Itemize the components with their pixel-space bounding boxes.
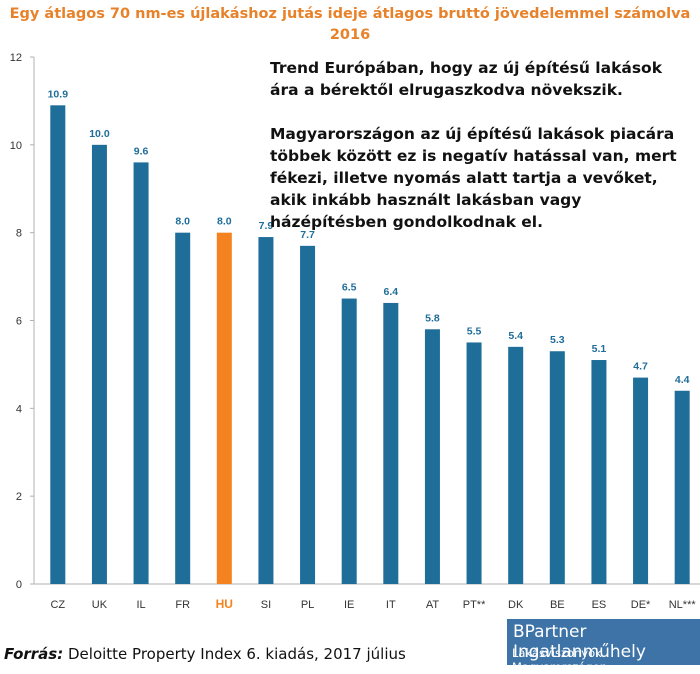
bar-si — [258, 237, 274, 584]
bar-de — [633, 377, 649, 584]
x-tick-label: IE — [344, 599, 354, 611]
bar-pl — [300, 245, 316, 584]
x-tick-label: SI — [261, 599, 271, 611]
logo-line1: BPartner Ingatlanműhely — [513, 622, 646, 662]
x-tick-label: IL — [136, 599, 145, 611]
data-label: 4.4 — [675, 374, 690, 386]
annotation-paragraph-2: Magyarországon az új építésű lakások pia… — [270, 125, 677, 231]
y-tick-label: 4 — [16, 403, 22, 415]
bar-pt — [466, 342, 482, 584]
annotation-text: Trend Európában, hogy az új építésű laká… — [270, 57, 695, 255]
x-tick-label: IT — [386, 599, 396, 611]
x-tick-label: FR — [175, 599, 190, 611]
bar-fr — [175, 232, 191, 584]
x-tick-label: CZ — [50, 599, 65, 611]
brand-logo: BPartner Ingatlanműhely Lakásviszonyok M… — [507, 619, 700, 674]
data-label: 5.5 — [467, 325, 482, 337]
bar-es — [591, 360, 607, 584]
data-label: 4.7 — [633, 361, 648, 373]
y-tick-label: 10 — [10, 140, 22, 152]
bar-ie — [341, 298, 357, 584]
x-tick-label: DK — [508, 599, 524, 611]
x-tick-label: HU — [216, 597, 233, 611]
x-tick-label: PT** — [463, 599, 486, 611]
data-label: 6.4 — [384, 286, 399, 298]
bar-il — [133, 162, 149, 584]
x-tick-label: AT — [426, 599, 440, 611]
bar-it — [383, 302, 399, 584]
data-label: 5.1 — [592, 343, 607, 355]
chart-title-line1: Egy átlagos 70 nm-es újlakáshoz jutás id… — [9, 6, 691, 22]
data-label: 8.0 — [175, 216, 190, 228]
data-label: 10.9 — [48, 88, 69, 100]
chart-title-line2: 2016 — [329, 27, 371, 43]
bar-at — [424, 329, 440, 584]
source-note: Forrás: Deloitte Property Index 6. kiadá… — [4, 645, 406, 663]
data-label: 9.6 — [134, 145, 149, 157]
x-tick-label: UK — [92, 599, 108, 611]
y-tick-label: 0 — [16, 579, 22, 591]
annotation-paragraph-1: Trend Európában, hogy az új építésű laká… — [270, 59, 663, 99]
bar-nl — [674, 390, 690, 584]
bar-dk — [508, 346, 524, 584]
source-text: Deloitte Property Index 6. kiadás, 2017 … — [63, 645, 406, 663]
bar-chart: 0 2 4 6 8 10 12 10.9 CZ 10.0 UK 9.6 IL 8.0 FR 8.0 HU 7.9 S… — [10, 52, 700, 611]
x-tick-label: BE — [550, 599, 565, 611]
bar-cz — [50, 105, 66, 584]
x-tick-label: DE* — [631, 599, 651, 611]
logo-line2: Lakásviszonyok Magyarországon — [512, 646, 608, 674]
data-label: 5.8 — [425, 312, 440, 324]
chart-title: Egy átlagos 70 nm-es újlakáshoz jutás id… — [0, 4, 700, 46]
x-tick-label: NL*** — [669, 599, 697, 611]
bar-hu — [216, 232, 232, 584]
data-label: 6.5 — [342, 282, 357, 294]
y-tick-label: 12 — [10, 52, 22, 64]
x-tick-label: PL — [301, 599, 314, 611]
data-label: 7.7 — [300, 229, 315, 241]
source-label: Forrás: — [4, 645, 64, 663]
y-tick-label: 8 — [16, 228, 22, 240]
data-label: 10.0 — [89, 128, 110, 140]
data-label: 5.4 — [508, 330, 523, 342]
y-tick-label: 2 — [16, 491, 22, 503]
bar-uk — [91, 144, 107, 585]
x-tick-label: ES — [592, 599, 607, 611]
data-label: 8.0 — [217, 216, 232, 228]
y-tick-label: 6 — [16, 316, 22, 328]
data-label: 5.3 — [550, 334, 565, 346]
bar-be — [549, 351, 565, 584]
data-label: 7.9 — [259, 220, 274, 232]
